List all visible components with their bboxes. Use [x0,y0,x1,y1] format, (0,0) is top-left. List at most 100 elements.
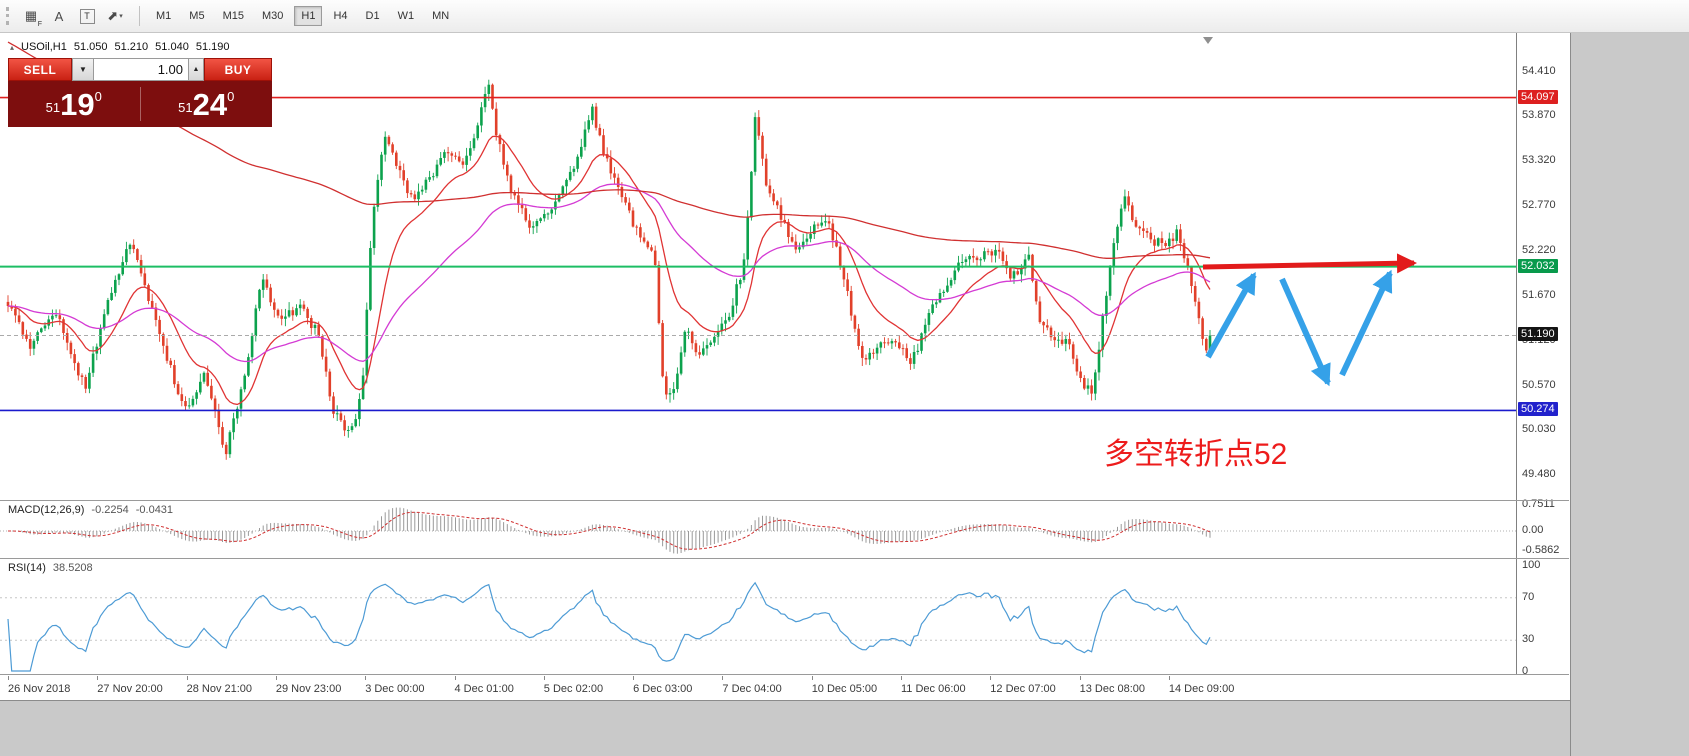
time-axis-label: 27 Nov 20:00 [97,683,163,695]
buy-price[interactable]: 51240 [141,89,273,120]
stamp-tool-sub-label: F [37,20,42,28]
symbol-timeframe-label: USOil,H1 [21,41,67,53]
time-tick [97,676,99,680]
rsi-axis-label: 30 [1522,633,1535,646]
text-a-glyph: A [54,8,64,24]
time-axis-label: 10 Dec 05:00 [811,683,878,695]
sell-price-big: 19 [60,86,95,122]
price-badge-50.274: 50.274 [1518,402,1558,417]
price-axis-label: 49.480 [1522,468,1556,481]
sell-button[interactable]: SELL [8,58,72,81]
rsi-label: RSI(14) 38.5208 [8,562,93,574]
volume-decrease-button[interactable]: ▼ [72,58,94,81]
chart-shift-marker[interactable] [1203,37,1213,44]
macd-pane-separator[interactable] [0,500,1569,501]
price-badge-51.190: 51.190 [1518,327,1558,342]
buy-button[interactable]: BUY [204,58,272,81]
one-click-collapse-button[interactable]: ▴ [10,42,15,52]
volume-input[interactable] [94,58,189,81]
timeframe-button-m1[interactable]: M1 [149,6,178,26]
timeframe-toolbar: M1 M5 M15 M30 H1 H4 D1 W1 MN [149,6,456,26]
price-axis[interactable]: 54.410 53.870 53.320 52.770 52.220 51.670 51.1… [1516,33,1569,677]
chart-canvas[interactable] [0,33,1516,674]
timeframe-button-m15[interactable]: M15 [216,6,251,26]
price-axis-label: 53.870 [1522,109,1556,122]
time-axis-label: 3 Dec 00:00 [365,683,425,695]
text-label-tool-icon[interactable]: T [74,5,100,28]
time-axis-label: 14 Dec 09:00 [1168,683,1235,695]
macd-pane [0,507,1516,554]
timeframe-button-h1[interactable]: H1 [294,6,323,26]
grid-glyph: ▦ [24,8,38,23]
timeframe-button-mn[interactable]: MN [425,6,456,26]
rsi-axis-label: 70 [1522,590,1535,603]
price-divider [139,87,141,121]
time-tick [1079,676,1081,680]
arrows-tool-icon[interactable]: ⬈ ▾ [102,5,128,28]
timeframe-button-m30[interactable]: M30 [255,6,290,26]
ohlc-close: 51.190 [195,41,230,53]
time-axis-label: 13 Dec 08:00 [1079,683,1146,695]
timeframe-button-m5[interactable]: M5 [182,6,211,26]
price-axis-label: 51.670 [1522,289,1556,302]
rsi-name: RSI(14) [8,562,46,574]
time-axis[interactable]: 26 Nov 2018 27 Nov 20:00 28 Nov 21:00 29 No… [0,674,1569,700]
macd-signal-value: -0.0431 [135,504,174,516]
time-tick [543,676,545,680]
toolbar-separator [139,6,140,26]
time-tick [275,676,277,680]
timeframe-button-w1[interactable]: W1 [391,6,422,26]
stamp-tool-icon[interactable]: ▦ F [18,5,44,28]
toolbar: ▦ F A T ⬈ ▾ M1 M5 M15 M30 H1 H4 D1 W1 MN [0,0,1689,33]
time-axis-label: 6 Dec 03:00 [633,683,693,695]
candlesticks [6,79,1212,460]
price-badge-52.032: 52.032 [1518,258,1558,273]
time-axis-label: 12 Dec 07:00 [990,683,1056,695]
time-axis-label: 4 Dec 01:00 [454,683,514,695]
price-axis-label: 52.220 [1522,244,1556,257]
buy-price-big: 24 [192,86,228,122]
price-axis-label: 50.030 [1522,423,1556,436]
workspace-right-filler [1570,33,1689,756]
time-axis-label: 26 Nov 2018 [8,683,71,695]
time-axis-label: 28 Nov 21:00 [186,683,253,695]
ohlc-high: 51.210 [114,41,149,53]
arrow-glyph: ⬈ [107,8,119,23]
rsi-pane-separator[interactable] [0,558,1569,559]
buy-price-prefix: 51 [178,99,193,115]
price-badge-54.097: 54.097 [1518,89,1558,104]
time-tick [990,676,992,680]
time-tick [901,676,902,680]
rsi-value: 38.5208 [52,562,93,574]
volume-increase-button[interactable]: ▲ [189,58,204,81]
workspace-bottom-filler [0,700,1570,756]
time-tick [454,676,456,680]
dropdown-caret-icon: ▾ [119,13,123,20]
time-tick [1168,676,1170,680]
time-axis-label: 5 Dec 02:00 [543,683,604,695]
time-tick [8,676,9,680]
time-axis-label: 29 Nov 23:00 [275,683,342,695]
time-axis-label: 7 Dec 04:00 [722,683,782,695]
time-tick [633,676,635,680]
one-click-trading-panel: SELL ▼ ▲ BUY 51190 51240 [8,58,272,127]
price-axis-label: 50.570 [1522,379,1556,392]
toolbar-grip[interactable] [6,7,10,25]
sell-price[interactable]: 51190 [8,89,140,120]
price-axis-label: 53.320 [1522,154,1556,167]
ohlc-open: 51.050 [73,41,108,53]
macd-label: MACD(12,26,9) -0.2254 -0.0431 [8,504,173,516]
price-axis-label: 52.770 [1522,199,1556,212]
text-tool-icon[interactable]: A [46,5,72,28]
price-axis-label: 54.410 [1522,65,1556,77]
timeframe-button-d1[interactable]: D1 [359,6,387,26]
rsi-pane [0,581,1516,672]
timeframe-button-h4[interactable]: H4 [326,6,354,26]
drawn-annotations [1202,253,1417,387]
macd-main-value: -0.2254 [91,504,129,516]
chart-window [0,33,1569,700]
price-display: 51190 51240 [8,81,272,127]
time-axis-label: 11 Dec 06:00 [901,683,966,695]
macd-name: MACD(12,26,9) [8,504,85,516]
